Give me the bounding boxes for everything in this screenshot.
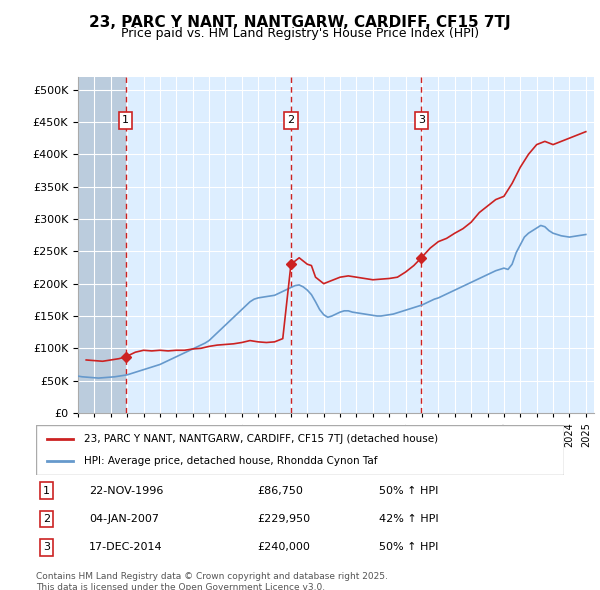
Text: Contains HM Land Registry data © Crown copyright and database right 2025.
This d: Contains HM Land Registry data © Crown c… bbox=[36, 572, 388, 590]
Text: £86,750: £86,750 bbox=[258, 486, 304, 496]
Text: 50% ↑ HPI: 50% ↑ HPI bbox=[379, 486, 439, 496]
Text: 3: 3 bbox=[43, 542, 50, 552]
Text: 2: 2 bbox=[43, 514, 50, 524]
Text: 1: 1 bbox=[122, 116, 129, 126]
Text: 2: 2 bbox=[287, 116, 295, 126]
Text: 04-JAN-2007: 04-JAN-2007 bbox=[89, 514, 159, 524]
FancyBboxPatch shape bbox=[36, 425, 564, 475]
Text: £240,000: £240,000 bbox=[258, 542, 311, 552]
Text: 50% ↑ HPI: 50% ↑ HPI bbox=[379, 542, 439, 552]
Text: 22-NOV-1996: 22-NOV-1996 bbox=[89, 486, 163, 496]
Text: Price paid vs. HM Land Registry's House Price Index (HPI): Price paid vs. HM Land Registry's House … bbox=[121, 27, 479, 40]
Text: 23, PARC Y NANT, NANTGARW, CARDIFF, CF15 7TJ: 23, PARC Y NANT, NANTGARW, CARDIFF, CF15… bbox=[89, 15, 511, 30]
Text: 17-DEC-2014: 17-DEC-2014 bbox=[89, 542, 163, 552]
Text: 3: 3 bbox=[418, 116, 425, 126]
Text: HPI: Average price, detached house, Rhondda Cynon Taf: HPI: Average price, detached house, Rhon… bbox=[83, 456, 377, 466]
Text: 23, PARC Y NANT, NANTGARW, CARDIFF, CF15 7TJ (detached house): 23, PARC Y NANT, NANTGARW, CARDIFF, CF15… bbox=[83, 434, 437, 444]
Text: £229,950: £229,950 bbox=[258, 514, 311, 524]
Text: 1: 1 bbox=[43, 486, 50, 496]
Text: 42% ↑ HPI: 42% ↑ HPI bbox=[379, 514, 439, 524]
